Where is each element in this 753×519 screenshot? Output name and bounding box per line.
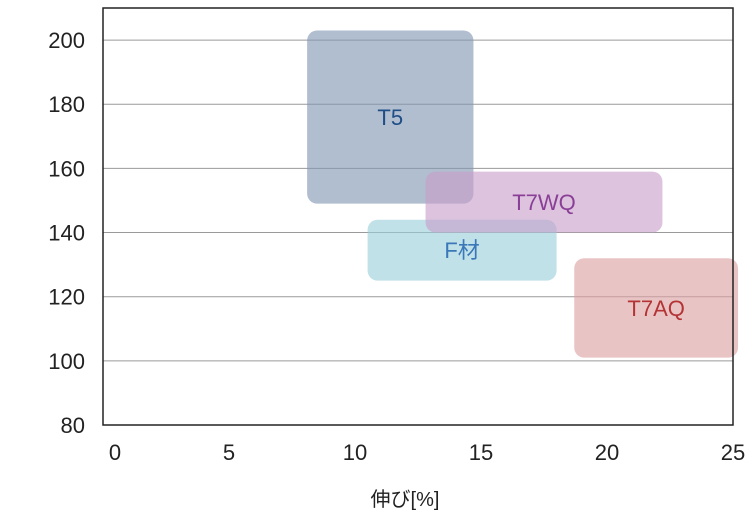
y-tick-label: 160 <box>48 156 85 181</box>
region-box <box>425 171 663 233</box>
y-tick-label: 200 <box>48 28 85 53</box>
region-label: T7WQ <box>512 190 576 215</box>
y-tick-labels: 80 100 120 140 160 180 200 <box>48 28 85 438</box>
x-tick-label: 20 <box>595 440 619 465</box>
region-label: F材 <box>444 238 479 263</box>
plot-frame <box>102 7 734 426</box>
x-tick-label: 5 <box>223 440 235 465</box>
region-T7AQ: T7AQ <box>574 258 739 358</box>
x-tick-label: 10 <box>343 440 367 465</box>
y-tick-label: 80 <box>61 413 85 438</box>
x-tick-label: 0 <box>109 440 121 465</box>
region-T5: T5 <box>307 30 474 204</box>
x-tick-label: 15 <box>469 440 493 465</box>
region-box <box>574 258 739 358</box>
region-box <box>367 219 557 281</box>
y-tick-label: 120 <box>48 285 85 310</box>
x-tick-labels: 0 5 10 15 20 25 <box>109 440 745 465</box>
region-F材: F材 <box>367 219 557 281</box>
region-box <box>307 30 474 204</box>
region-label: T7AQ <box>627 296 684 321</box>
region-T7WQ: T7WQ <box>425 171 663 233</box>
x-axis-title: 伸び[%] <box>371 488 440 511</box>
y-tick-label: 140 <box>48 221 85 246</box>
regions: T5 F材 T7WQ T7AQ <box>307 30 739 358</box>
y-tick-label: 100 <box>48 349 85 374</box>
y-tick-label: 180 <box>48 92 85 117</box>
x-tick-label: 25 <box>721 440 745 465</box>
region-label: T5 <box>377 105 403 130</box>
